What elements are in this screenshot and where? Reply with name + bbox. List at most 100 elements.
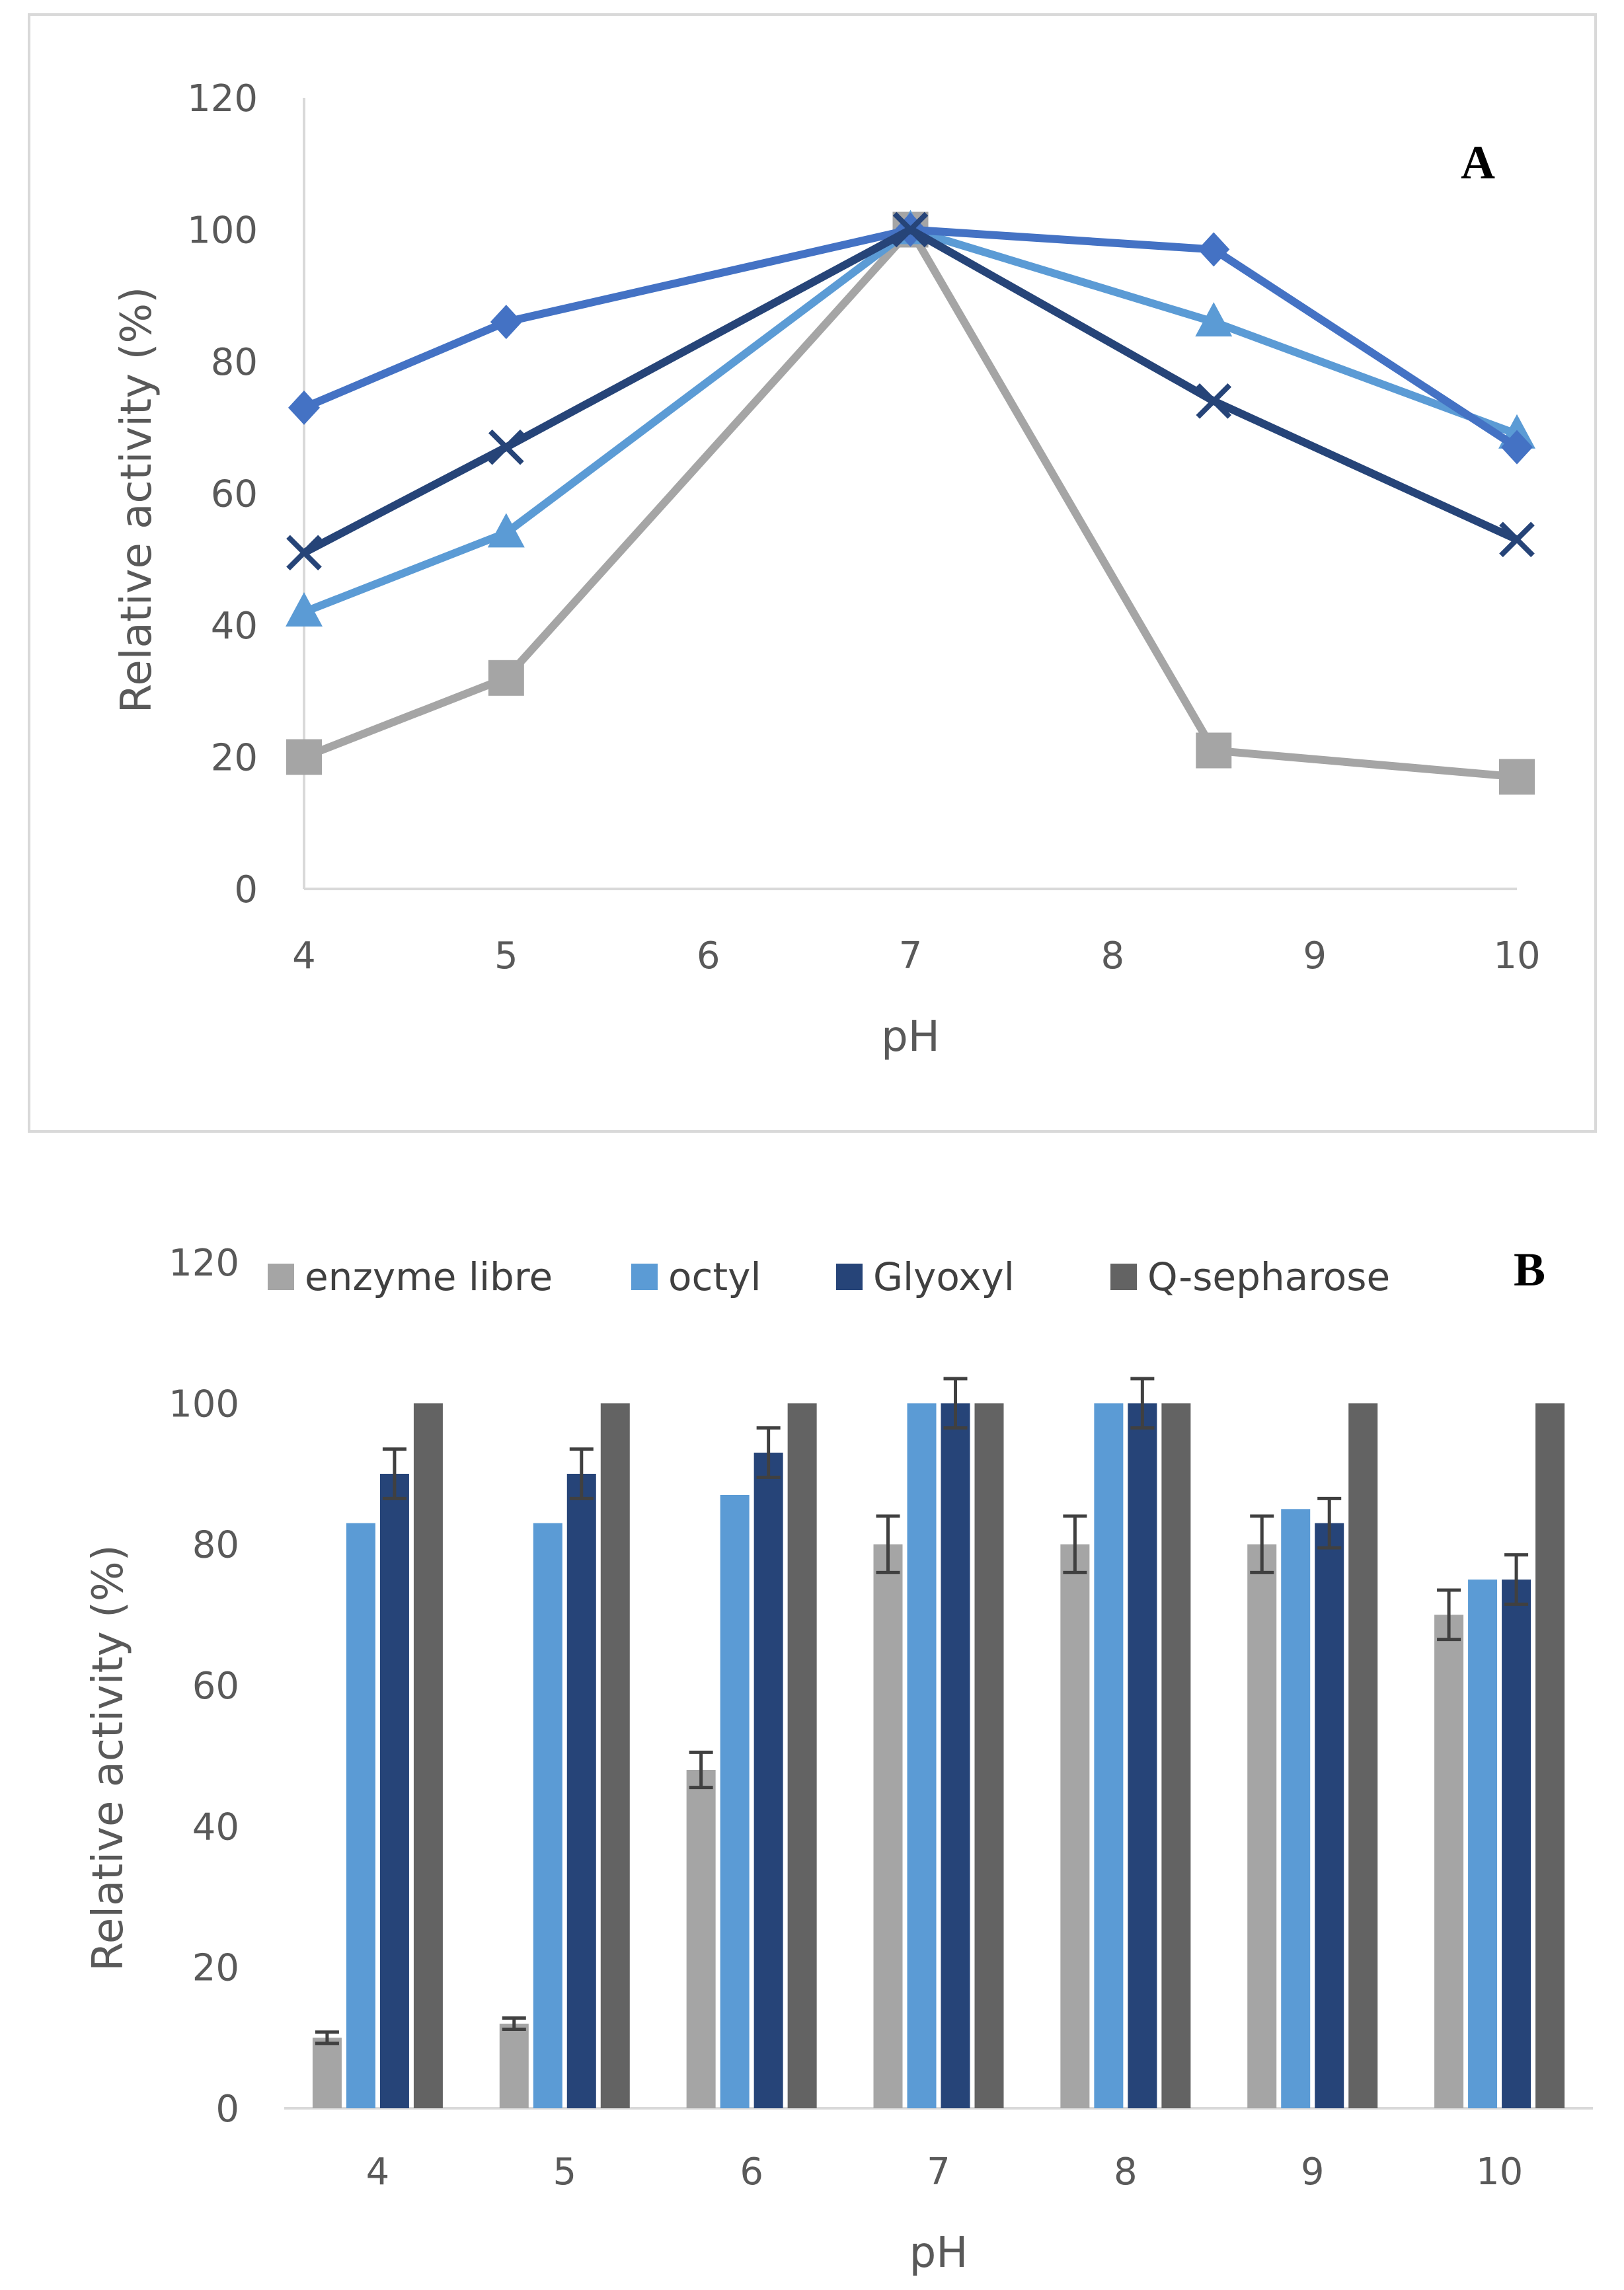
panel-a-marker xyxy=(490,305,522,340)
panel-a-marker xyxy=(288,390,320,425)
panel-b-bar xyxy=(1161,1403,1191,2108)
panel-b-bar xyxy=(1281,1509,1311,2108)
panel-a-x-tick-label: 5 xyxy=(494,935,518,977)
panel-a-y-tick-label: 80 xyxy=(211,341,258,384)
panel-b-bar xyxy=(720,1495,750,2108)
panel-b-bar xyxy=(1468,1580,1498,2108)
panel-a-marker xyxy=(487,513,525,548)
panel-b-y-tick-label: 40 xyxy=(192,1806,239,1849)
legend-item-enzyme-libre: enzyme libre xyxy=(268,1254,553,1299)
panel-a-marker xyxy=(488,429,524,465)
panel-b-bar xyxy=(1128,1403,1157,2108)
panel-b-error-bar xyxy=(315,2030,339,2045)
panel-b-error-bar xyxy=(756,1426,781,1479)
panel-b-x-tick-label: 4 xyxy=(366,2151,390,2194)
legend-swatch xyxy=(631,1264,658,1290)
panel-b-legend: enzyme libre octyl Glyoxyl Q-sepharose xyxy=(268,1254,1390,1299)
panel-b-series-glyoxyl xyxy=(379,1377,1531,2108)
panel-b-y-axis-title: Relative activity (%) xyxy=(84,1545,133,1971)
panel-b-bar xyxy=(1348,1403,1378,2108)
panel-b-x-axis-title: pH xyxy=(909,2229,968,2277)
panel-a-marker xyxy=(1198,232,1230,267)
panel-a-marker xyxy=(1499,759,1535,795)
legend-item-octyl: octyl xyxy=(631,1254,761,1299)
panel-b-error-bar xyxy=(569,1447,594,1500)
panel-b-bar xyxy=(941,1403,970,2108)
panel-a-x-tick-label: 10 xyxy=(1493,935,1540,977)
panel-b-bar xyxy=(499,2024,529,2108)
panel-b-bar xyxy=(533,1523,562,2108)
panel-b-bar xyxy=(312,2038,342,2108)
panel-b-bar xyxy=(754,1453,783,2108)
panel-b-y-tick-label: 60 xyxy=(192,1665,239,1708)
panel-a-marker xyxy=(286,739,322,775)
panel-b-error-bar xyxy=(1063,1514,1087,1574)
panel-b-y-tick-label: 20 xyxy=(192,1947,239,1990)
panel-b-x-tick-label: 5 xyxy=(553,2151,576,2194)
panel-b-error-bar xyxy=(1437,1588,1461,1642)
panel-a-marker xyxy=(488,660,524,696)
panel-b-error-bar xyxy=(1504,1553,1529,1606)
panel-a-y-tick-label: 120 xyxy=(187,77,258,120)
panel-b-bar xyxy=(974,1403,1004,2108)
panel-a-marker xyxy=(1196,732,1232,769)
panel-b-bar xyxy=(1060,1544,1090,2108)
panel-b-series-enzyme-libre xyxy=(312,1514,1464,2108)
panel-b-error-bar xyxy=(1250,1514,1274,1574)
panel-a-x-tick-label: 8 xyxy=(1101,935,1125,977)
panel-b-x-tick-label: 7 xyxy=(927,2151,950,2194)
legend-swatch xyxy=(836,1264,863,1290)
legend-item-q-sepharose: Q-sepharose xyxy=(1110,1254,1390,1299)
panel-a-y-tick-label: 100 xyxy=(187,210,258,252)
panel-a-x-axis-title: pH xyxy=(881,1012,940,1061)
panel-a-y-tick-label: 60 xyxy=(211,473,258,516)
panel-b-x-tick-label: 10 xyxy=(1476,2151,1523,2194)
legend-item-glyoxyl: Glyoxyl xyxy=(836,1254,1015,1299)
legend-swatch xyxy=(1110,1264,1137,1290)
panel-b-series-octyl xyxy=(346,1403,1498,2108)
panel-b-x-tick-label: 6 xyxy=(740,2151,763,2194)
panel-a-marker xyxy=(1501,430,1533,465)
panel-b-bar xyxy=(600,1403,630,2108)
legend-swatch xyxy=(268,1264,294,1290)
panel-a-x-tick-label: 6 xyxy=(697,935,720,977)
panel-b-y-tick-label: 0 xyxy=(215,2088,239,2131)
panel-a-x-tick-label: 9 xyxy=(1303,935,1327,977)
panel-b-bar xyxy=(907,1403,937,2108)
panel-b-bar xyxy=(566,1474,596,2108)
panel-b-error-bar xyxy=(382,1447,406,1500)
panel-b-error-bar xyxy=(502,2016,526,2032)
legend-label: Q-sepharose xyxy=(1147,1254,1390,1299)
panel-b-error-bar xyxy=(689,1750,713,1790)
panel-a-y-tick-label: 40 xyxy=(211,605,258,648)
panel-a-x-tick-label: 4 xyxy=(292,935,316,977)
panel-a-marker xyxy=(892,211,929,248)
panel-b-bar xyxy=(1315,1523,1344,2108)
panel-a-y-tick-label: 20 xyxy=(211,737,258,780)
panel-b-error-bar xyxy=(876,1514,900,1574)
panel-b-error-bar xyxy=(943,1377,968,1430)
panel-b-bar xyxy=(787,1403,817,2108)
panel-b-x-tick-label: 8 xyxy=(1114,2151,1138,2194)
panel-b-bar xyxy=(1502,1580,1531,2108)
panel-a-x-tick-label: 7 xyxy=(899,935,923,977)
panel-b-y-tick-label: 100 xyxy=(169,1383,239,1426)
panel-a-y-tick-label: 0 xyxy=(234,868,258,911)
panel-a-frame xyxy=(28,13,1597,1133)
panel-b-bar xyxy=(346,1523,375,2108)
panel-b-series-q-sepharose xyxy=(413,1403,1565,2108)
panel-a-axes: 0 20 40 60 80 100 120 4 5 6 7 8 9 10 pH Relative activi… xyxy=(112,77,1541,1061)
panel-a-marker xyxy=(1196,383,1232,419)
panel-b-y-tick-label: 80 xyxy=(192,1524,239,1567)
panel-b-label: B xyxy=(1514,1243,1545,1296)
panel-b-bar xyxy=(1434,1615,1464,2108)
panel-a-marker xyxy=(1499,521,1535,558)
panel-b-error-bar xyxy=(1130,1377,1155,1430)
panel-b-bar xyxy=(379,1474,409,2108)
panel-b-bars xyxy=(312,1377,1565,2108)
panel-a-label: A xyxy=(1461,136,1495,189)
legend-label: octyl xyxy=(668,1254,761,1299)
panel-a-marker xyxy=(1195,302,1233,337)
panel-b-bar xyxy=(413,1403,443,2108)
